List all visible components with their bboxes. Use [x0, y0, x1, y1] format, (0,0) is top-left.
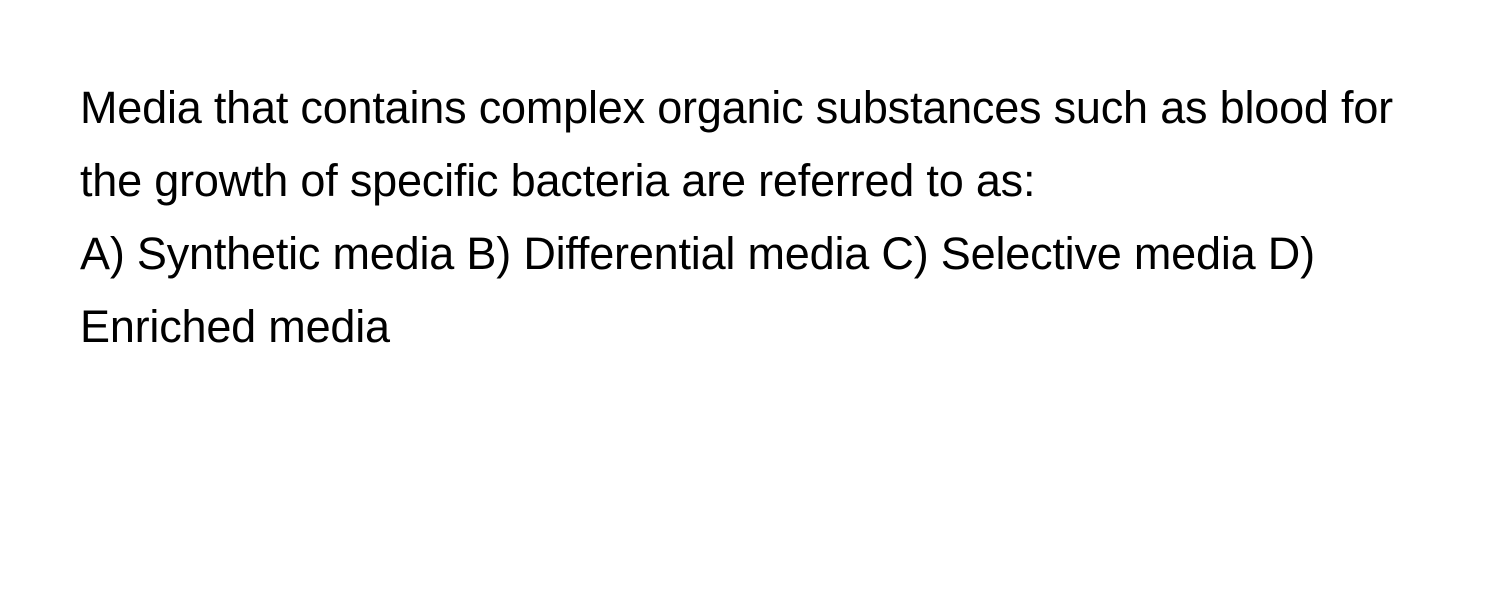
option-b-text: Differential media	[523, 228, 869, 279]
question-options: A) Synthetic media B) Differential media…	[80, 218, 1420, 364]
option-c-label: C)	[881, 228, 928, 279]
option-a-text: Synthetic media	[137, 228, 454, 279]
option-c-text: Selective media	[941, 228, 1256, 279]
option-b-label: B)	[466, 228, 511, 279]
option-d-text: Enriched media	[80, 301, 390, 352]
option-d-label: D)	[1268, 228, 1315, 279]
question-stem-text: Media that contains complex organic subs…	[80, 82, 1393, 206]
question-container: Media that contains complex organic subs…	[80, 72, 1420, 364]
question-stem: Media that contains complex organic subs…	[80, 72, 1420, 218]
option-a-label: A)	[80, 228, 125, 279]
